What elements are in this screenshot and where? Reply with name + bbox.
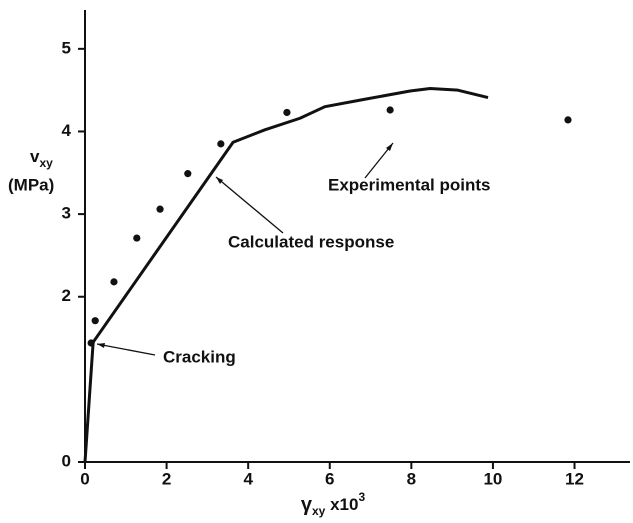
y-tick-label: 5 bbox=[62, 38, 71, 57]
y-label-symbol: vxy bbox=[30, 147, 53, 170]
data-point bbox=[110, 278, 118, 286]
y-tick-label: 4 bbox=[62, 121, 72, 140]
x-label-symbol: γ bbox=[301, 494, 313, 516]
data-point bbox=[133, 234, 141, 242]
data-point bbox=[87, 339, 95, 347]
annotation: Cracking bbox=[163, 347, 236, 366]
x-label-suffix: x10 bbox=[325, 495, 358, 514]
x-tick-label: 2 bbox=[162, 469, 171, 488]
x-label-subscript: xy bbox=[312, 504, 326, 518]
data-point bbox=[217, 140, 225, 148]
x-tick-label: 6 bbox=[325, 469, 334, 488]
arrow-head bbox=[386, 143, 393, 151]
x-tick-label: 0 bbox=[80, 469, 89, 488]
y-tick-label: 0 bbox=[62, 451, 71, 470]
data-point bbox=[184, 170, 192, 178]
arrow-head bbox=[97, 343, 105, 348]
x-tick-label: 10 bbox=[483, 469, 502, 488]
arrow-head bbox=[216, 177, 223, 184]
calculated-line bbox=[83, 87, 489, 463]
y-axis-label: vxy (MPa) bbox=[8, 147, 54, 194]
x-tick-label: 12 bbox=[565, 469, 584, 488]
y-tick-label: 2 bbox=[62, 286, 71, 305]
data-point bbox=[156, 205, 164, 213]
annotation: Experimental points bbox=[328, 175, 490, 194]
annotation: Calculated response bbox=[228, 232, 394, 251]
x-tick-label: 8 bbox=[407, 469, 416, 488]
data-point bbox=[91, 317, 99, 325]
y-label-unit: (MPa) bbox=[8, 175, 54, 194]
data-point bbox=[386, 106, 394, 114]
annotation-arrow bbox=[96, 343, 156, 356]
annotation-arrow bbox=[215, 176, 284, 234]
y-label-v: v bbox=[30, 147, 40, 166]
y-tick-label: 3 bbox=[62, 204, 71, 223]
x-tick-label: 4 bbox=[243, 469, 253, 488]
x-axis-label: γxy x103 bbox=[301, 490, 366, 518]
data-point bbox=[564, 116, 572, 124]
x-label-superscript: 3 bbox=[358, 490, 365, 504]
y-label-subscript: xy bbox=[39, 156, 53, 170]
data-point bbox=[283, 108, 291, 117]
